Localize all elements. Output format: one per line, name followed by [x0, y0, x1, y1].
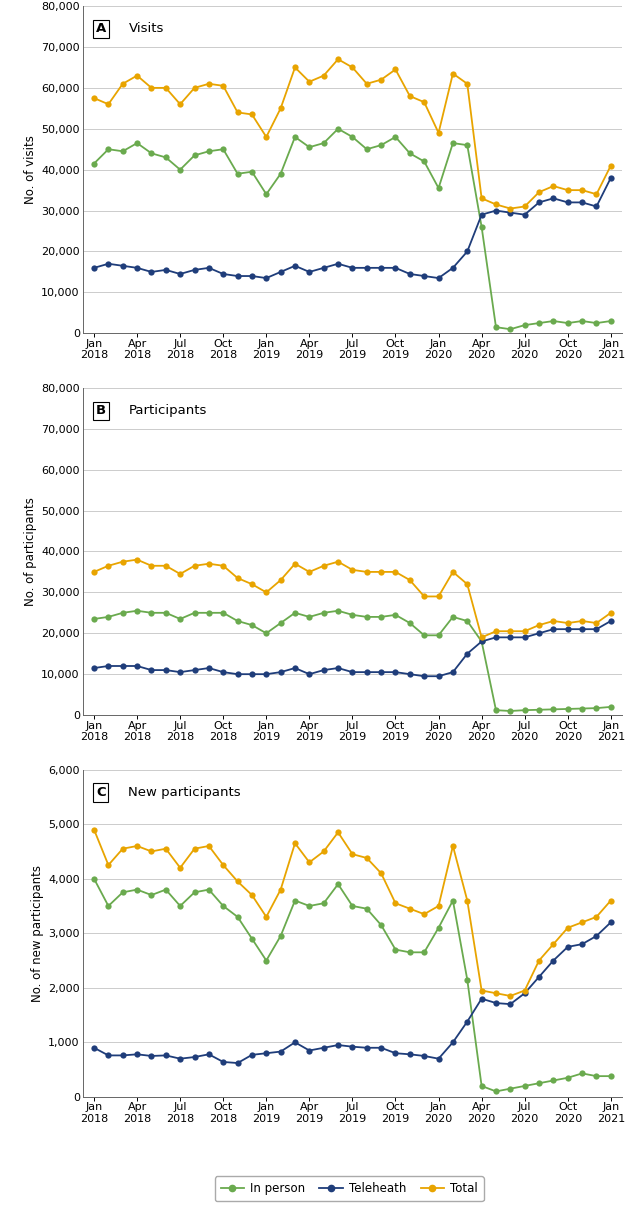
Text: New participants: New participants	[128, 787, 241, 799]
Legend: In person, Teleheath, Total: In person, Teleheath, Total	[215, 1177, 484, 1201]
Text: Participants: Participants	[128, 405, 207, 417]
Text: C: C	[96, 787, 105, 799]
Text: Visits: Visits	[128, 22, 164, 35]
Text: B: B	[96, 405, 106, 417]
Y-axis label: No. of participants: No. of participants	[24, 497, 37, 606]
Y-axis label: No. of visits: No. of visits	[24, 136, 37, 204]
Y-axis label: No. of new participants: No. of new participants	[31, 864, 44, 1002]
Text: A: A	[96, 22, 106, 35]
